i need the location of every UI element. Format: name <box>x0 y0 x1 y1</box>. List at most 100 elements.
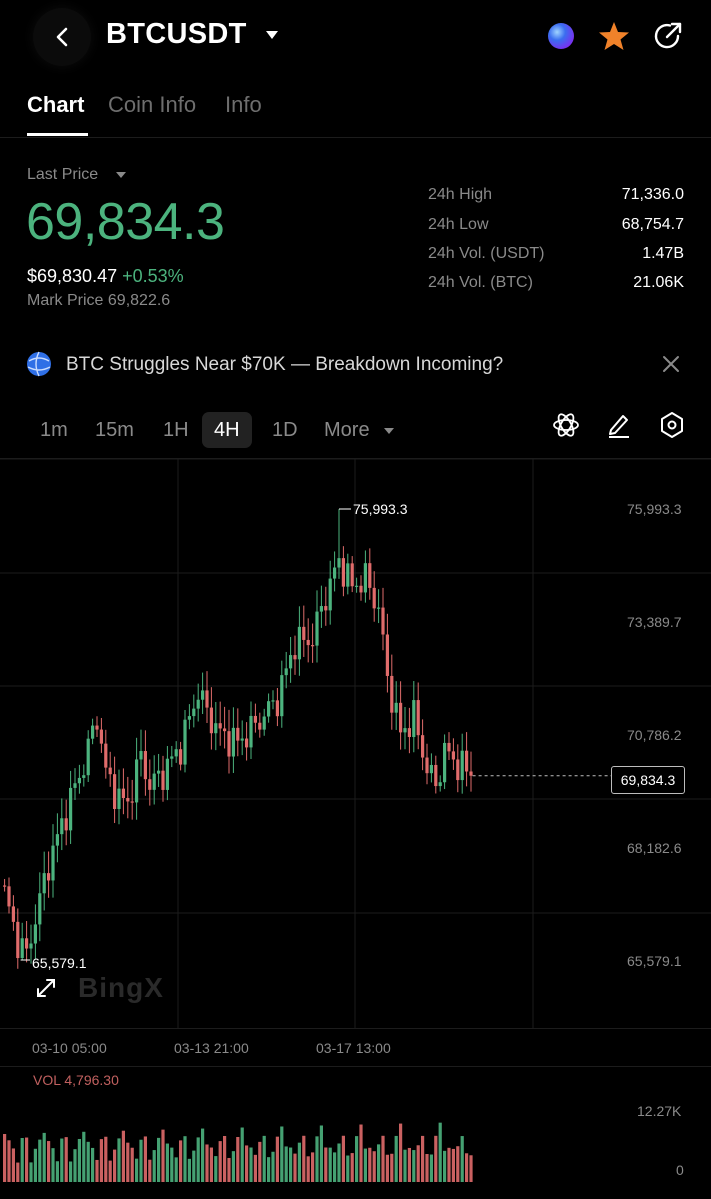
volume-bar <box>196 1137 200 1182</box>
candle-body <box>385 634 389 676</box>
candle-body <box>240 738 244 741</box>
indicators-icon[interactable] <box>552 411 580 439</box>
volume-bar <box>438 1122 442 1182</box>
candle-body <box>126 798 130 802</box>
last-price-label: Last Price <box>27 166 99 183</box>
tab-chart[interactable]: Chart <box>27 92 85 117</box>
last-price-selector[interactable]: Last Price <box>27 166 127 184</box>
timeframe-1m[interactable]: 1m <box>40 419 68 441</box>
candle-body <box>223 728 227 732</box>
candle-body <box>363 563 367 593</box>
timeframe-more[interactable]: More <box>312 412 407 448</box>
candle-body <box>350 563 354 587</box>
settings-hexagon-icon[interactable] <box>659 411 685 439</box>
caret-down-icon <box>384 427 395 434</box>
tab-info[interactable]: Info <box>225 92 262 117</box>
volume-bar <box>302 1135 306 1182</box>
volume-bar <box>205 1144 209 1182</box>
usd-price: $69,830.47 <box>27 266 118 286</box>
candle-body <box>333 567 337 579</box>
share-icon[interactable] <box>651 20 683 52</box>
pair-title[interactable]: BTCUSDT <box>106 18 247 50</box>
usd-price-line: $69,830.47 +0.53% <box>27 266 184 287</box>
volume-bar <box>77 1138 81 1182</box>
fullscreen-expand-icon[interactable] <box>34 976 58 1000</box>
timeframe-1h[interactable]: 1H <box>163 419 189 441</box>
volume-bar <box>368 1147 372 1182</box>
candlestick-chart[interactable] <box>0 459 711 1029</box>
candle-body <box>421 735 425 758</box>
candle-body <box>7 886 11 907</box>
volume-bar <box>390 1153 394 1182</box>
ai-orb-icon[interactable] <box>545 20 577 52</box>
volume-bar <box>372 1151 376 1182</box>
candle-body <box>187 716 191 720</box>
volume-bar <box>284 1146 288 1182</box>
candle-body <box>157 770 161 774</box>
candle-body <box>249 715 253 748</box>
candle-body <box>64 818 68 831</box>
candle-body <box>196 699 200 709</box>
candle-body <box>73 783 77 788</box>
volume-bar <box>403 1149 407 1182</box>
candle-body <box>390 675 394 713</box>
volume-bar <box>359 1124 363 1182</box>
candle-body <box>245 738 249 748</box>
stat-label-high: 24h High <box>428 186 493 203</box>
volume-bar <box>69 1161 73 1182</box>
volume-bar <box>148 1159 152 1182</box>
candle-body <box>447 742 451 752</box>
candle-body <box>95 725 99 730</box>
back-button[interactable] <box>33 8 91 66</box>
stat-value-vol-btc: 21.06K <box>633 274 684 291</box>
news-headline[interactable]: BTC Struggles Near $70K — Breakdown Inco… <box>66 354 504 375</box>
volume-bar <box>253 1154 257 1182</box>
volume-bar <box>451 1148 455 1182</box>
volume-bar <box>51 1148 55 1182</box>
volume-bar <box>469 1155 473 1182</box>
timeframe-1d[interactable]: 1D <box>272 419 298 441</box>
candle-body <box>324 606 328 611</box>
chevron-left-icon <box>56 27 68 47</box>
candle-body <box>55 834 59 846</box>
candle-body <box>33 924 37 944</box>
candle-body <box>3 885 7 887</box>
caret-down-icon[interactable] <box>265 30 279 40</box>
volume-bar <box>20 1138 24 1182</box>
candle-body <box>443 742 447 783</box>
tabs-divider <box>0 137 711 138</box>
candle-body <box>165 758 169 790</box>
star-icon[interactable] <box>598 20 630 52</box>
candle-body <box>451 751 455 760</box>
volume-bar <box>447 1147 451 1182</box>
volume-bar <box>82 1131 86 1182</box>
candle-body <box>337 558 341 568</box>
volume-bar <box>381 1135 385 1182</box>
candle-body <box>174 749 178 757</box>
candle-body <box>130 801 134 803</box>
stat-label-vol-usdt: 24h Vol. (USDT) <box>428 245 545 262</box>
volume-bar <box>377 1144 381 1182</box>
draw-pencil-icon[interactable] <box>606 411 632 439</box>
candle-body <box>425 757 429 774</box>
volume-bar <box>262 1135 266 1182</box>
volume-bar <box>187 1158 191 1182</box>
timeframe-15m[interactable]: 15m <box>95 419 134 441</box>
volume-label: VOL 4,796.30 <box>33 1072 119 1088</box>
volume-bar <box>385 1154 389 1182</box>
candle-body <box>469 771 473 776</box>
candle-body <box>231 727 235 757</box>
candle-body <box>416 700 420 736</box>
close-icon[interactable] <box>662 355 680 373</box>
candle-body <box>284 668 288 676</box>
candle-body <box>139 751 143 760</box>
volume-bar <box>341 1135 345 1182</box>
current-price-tag: 69,834.3 <box>611 766 685 794</box>
volume-bar <box>416 1145 420 1182</box>
candle-body <box>302 626 306 640</box>
volume-bar <box>275 1136 279 1182</box>
stat-value-vol-usdt: 1.47B <box>642 245 684 262</box>
tab-coin-info[interactable]: Coin Info <box>108 92 197 117</box>
timeframe-4h[interactable]: 4H <box>202 412 252 448</box>
x-tick-2: 03-13 21:00 <box>174 1040 249 1056</box>
